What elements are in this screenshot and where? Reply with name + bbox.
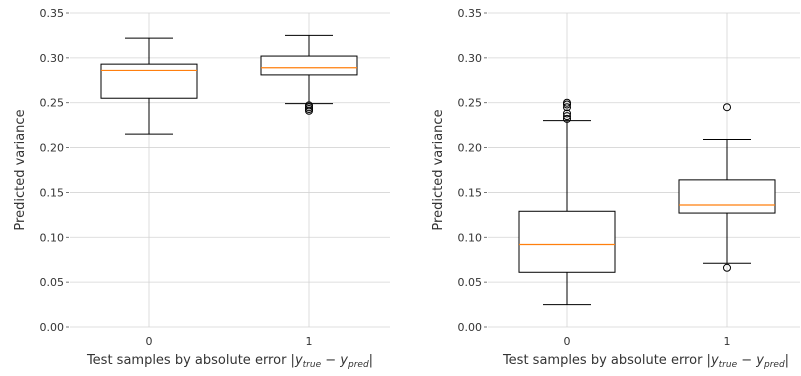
x-label-subscript: pred <box>347 360 369 370</box>
outlier-point <box>723 263 731 272</box>
y-tick-label: 0.35 <box>458 7 483 20</box>
box-1 <box>260 34 358 115</box>
y-tick-label: 0.25 <box>458 97 483 110</box>
iqr-box <box>100 63 198 99</box>
x-tick-label: 0 <box>146 335 153 348</box>
x-label-text: Test samples by absolute error | <box>502 353 711 368</box>
x-label-subscript: true <box>303 360 322 370</box>
outlier-point <box>563 103 571 112</box>
x-label-subscript: true <box>719 360 738 370</box>
y-axis-label: Predicted variance <box>431 109 446 230</box>
box-1 <box>678 103 776 272</box>
x-label-operator: − <box>737 353 756 368</box>
y-tick-label: 0.15 <box>40 186 65 199</box>
x-label-text: Test samples by absolute error | <box>86 353 295 368</box>
x-axis-label: Test samples by absolute error |ytrue − … <box>86 353 373 370</box>
y-tick-label: 0.15 <box>458 186 483 199</box>
y-tick-label: 0.10 <box>458 231 483 244</box>
y-tick-label: 0.20 <box>458 142 483 155</box>
box-0 <box>518 98 616 306</box>
outlier-point <box>563 98 571 107</box>
outlier-point <box>305 101 313 110</box>
plot-left: 0.00 0.05 0.10 0.15 0.20 0.25 0.30 0.35 0 1 Predic… <box>13 7 390 370</box>
x-tick-label: 1 <box>306 335 313 348</box>
y-tick-label: 0.05 <box>458 276 483 289</box>
plot-right: 0.00 0.05 0.10 0.15 0.20 0.25 0.30 0.35 0 1 Predic… <box>431 7 800 370</box>
x-axis-label: Test samples by absolute error |ytrue − … <box>502 353 789 370</box>
x-label-text: | <box>785 353 789 368</box>
y-tick-label: 0.30 <box>40 52 65 65</box>
outlier-point <box>563 112 571 121</box>
y-tick-label: 0.00 <box>458 321 483 334</box>
box-0 <box>100 37 198 135</box>
y-tick-label: 0.20 <box>40 142 65 155</box>
x-label-var: y <box>339 353 348 368</box>
y-tick-label: 0.25 <box>40 97 65 110</box>
iqr-box <box>678 179 776 214</box>
x-label-var: y <box>710 353 719 368</box>
y-tick-label: 0.35 <box>40 7 65 20</box>
iqr-box <box>260 55 358 76</box>
x-tick-label: 1 <box>724 335 731 348</box>
x-label-text: | <box>369 353 373 368</box>
iqr-box <box>518 210 616 273</box>
y-tick-label: 0.10 <box>40 231 65 244</box>
y-axis-label: Predicted variance <box>13 109 28 230</box>
x-tick-label: 0 <box>564 335 571 348</box>
x-label-var: y <box>755 353 764 368</box>
x-label-operator: − <box>321 353 340 368</box>
outlier-point <box>563 114 571 123</box>
outlier-point <box>563 109 571 118</box>
y-tick-label: 0.00 <box>40 321 65 334</box>
outlier-point <box>723 103 731 112</box>
x-label-var: y <box>294 353 303 368</box>
y-tick-label: 0.30 <box>458 52 483 65</box>
x-label-subscript: pred <box>763 360 785 370</box>
y-tick-label: 0.05 <box>40 276 65 289</box>
